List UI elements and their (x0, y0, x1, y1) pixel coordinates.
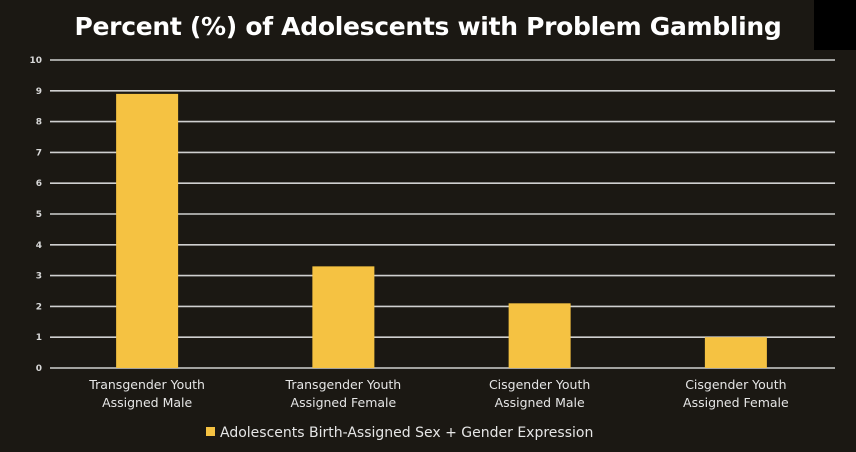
chart-title: Percent (%) of Adolescents with Problem … (74, 12, 782, 41)
corner-block (814, 0, 856, 50)
y-tick-label: 0 (36, 364, 42, 374)
x-category-label: Cisgender Youth (685, 377, 786, 392)
y-tick-label: 5 (36, 210, 42, 220)
y-tick-label: 1 (36, 333, 42, 343)
x-category-label: Assigned Female (683, 395, 789, 410)
legend-label: Adolescents Birth-Assigned Sex + Gender … (220, 425, 593, 441)
y-tick-label: 7 (36, 148, 42, 158)
x-category-label: Transgender Youth (285, 377, 402, 392)
x-category-label: Assigned Female (291, 395, 397, 410)
y-tick-label: 10 (29, 56, 42, 66)
x-category-label: Cisgender Youth (489, 377, 590, 392)
x-category-label: Transgender Youth (88, 377, 205, 392)
bar (312, 266, 375, 368)
y-tick-label: 6 (36, 179, 42, 189)
y-tick-label: 4 (36, 241, 42, 251)
y-tick-label: 8 (36, 118, 42, 128)
bar (116, 93, 179, 368)
y-tick-label: 3 (36, 272, 42, 282)
y-tick-label: 9 (36, 87, 42, 97)
x-category-label: Assigned Male (495, 395, 585, 410)
legend-swatch (206, 427, 215, 436)
y-tick-label: 2 (36, 302, 42, 312)
bar (508, 303, 571, 368)
x-category-label: Assigned Male (102, 395, 192, 410)
bar (704, 337, 767, 368)
